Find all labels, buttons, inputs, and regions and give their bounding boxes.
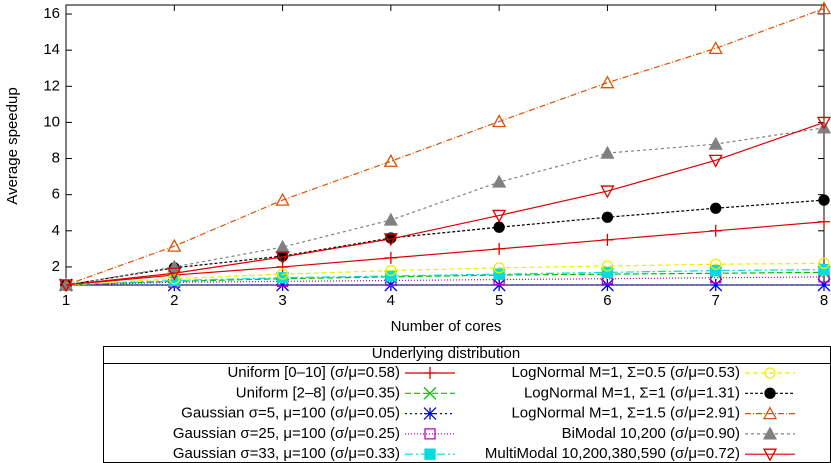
legend-marker [424,428,436,440]
legend-marker [762,406,778,420]
legend-marker [423,407,437,421]
x-tick-label: 5 [495,292,503,309]
data-point [708,154,723,168]
x-tick-label: 1 [62,292,70,309]
data-point [167,259,182,273]
data-point [493,262,505,274]
data-point [167,267,182,281]
data-point [383,233,398,247]
data-point [600,75,615,89]
data-point [275,251,290,265]
data-point [601,260,614,272]
legend-marker [762,448,778,462]
legend-label: Uniform [0–10] (σ/μ=0.58) [227,364,400,381]
data-point [383,153,398,167]
x-tick-label: 7 [712,292,720,309]
series-line [65,127,825,286]
legend-label: Gaussian σ=5, μ=100 (σ/μ=0.05) [181,405,400,422]
data-point [58,279,74,293]
plot-frame [65,4,825,286]
legend-title: Underlying distribution [372,345,520,362]
series-line [65,199,825,286]
data-point [601,211,614,223]
data-point [818,215,830,228]
y-tick-label: 6 [52,186,60,203]
data-point [600,145,615,159]
series-line [65,221,825,286]
data-point [492,114,507,128]
series-line [65,8,825,286]
series-line [65,262,825,286]
y-tick-label: 2 [52,258,60,275]
series-line [65,269,825,286]
data-point [275,192,290,206]
data-point [600,185,615,199]
legend-label: LogNormal M=1, Σ=0.5 (σ/μ=0.53) [511,364,740,381]
y-tick-label: 16 [43,5,60,22]
data-point [816,116,831,130]
x-tick-label: 4 [387,292,395,309]
data-point [818,257,830,269]
data-point [167,238,182,252]
legend-label: Uniform [2–8] (σ/μ=0.35) [236,384,400,401]
y-tick-label: 10 [43,113,60,130]
data-point [710,258,722,270]
y-axis-label: Average speedup [4,87,21,204]
data-point [709,224,722,237]
data-point [601,233,614,246]
series-line [65,276,825,286]
data-point [276,278,290,292]
series-line [65,121,825,286]
data-point [384,251,397,264]
data-point [817,278,831,292]
data-point [816,1,831,15]
data-point [492,174,507,188]
legend-marker [423,386,437,400]
legend-label: MultiModal 10,200,380,590 (σ/μ=0.72) [485,445,740,462]
data-point [276,268,289,280]
data-point [383,212,398,226]
legend-label: Gaussian σ=25, μ=100 (σ/μ=0.25) [173,425,400,442]
data-point [385,264,397,277]
legend-marker [424,367,436,379]
y-tick-label: 4 [52,222,60,239]
y-tick-label: 8 [52,150,60,167]
legend-label: LogNormal M=1, Σ=1 (σ/μ=1.31) [524,384,740,401]
legend-marker [764,367,776,379]
y-tick-label: 12 [43,77,60,94]
legend-label: LogNormal M=1, Σ=1.5 (σ/μ=2.91) [511,405,740,422]
data-point [710,202,722,214]
data-point [493,242,506,255]
legend-marker [424,448,436,460]
legend-marker [764,387,776,399]
legend-label: BiModal 10,200 (σ/μ=0.90) [562,425,740,442]
data-point [493,221,505,233]
x-tick-label: 3 [278,292,286,309]
x-tick-label: 6 [603,292,611,309]
data-point [492,209,507,223]
data-point [276,272,289,284]
x-axis-label: Number of cores [391,318,502,335]
data-point [708,136,723,150]
data-point [600,278,614,292]
legend-label: Gaussian σ=33, μ=100 (σ/μ=0.33) [173,445,400,462]
data-point [708,40,723,55]
data-point [709,278,723,292]
x-tick-label: 8 [820,292,828,309]
data-point [818,194,830,206]
series-line [65,271,825,286]
x-tick-label: 2 [170,292,178,309]
y-tick-label: 14 [43,41,60,58]
legend-marker [762,426,778,440]
